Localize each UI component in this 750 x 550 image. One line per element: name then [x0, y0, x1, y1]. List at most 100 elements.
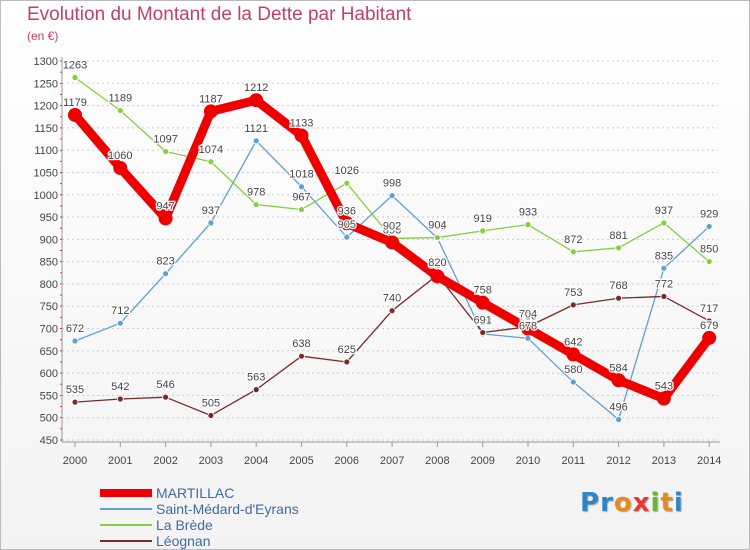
data-label: 768: [609, 280, 627, 292]
x-tick-label: 2004: [244, 455, 268, 467]
data-point: [569, 378, 577, 386]
data-point: [71, 398, 79, 406]
logo-letter: t: [660, 488, 674, 518]
data-point: [298, 206, 305, 213]
data-label: 1133: [290, 117, 314, 129]
data-label: 817: [428, 258, 446, 270]
data-point: [294, 128, 309, 143]
data-point: [611, 373, 626, 388]
data-point: [343, 358, 351, 366]
data-label: 542: [111, 381, 129, 393]
x-tick-label: 2001: [108, 455, 132, 467]
data-label: 823: [156, 256, 174, 268]
data-label: 1060: [108, 150, 132, 162]
data-point: [569, 248, 577, 256]
data-label: 1189: [108, 92, 132, 104]
data-point: [343, 179, 351, 187]
data-point: [430, 269, 445, 284]
y-tick-label: 850: [40, 257, 58, 269]
data-label: 700: [519, 311, 537, 323]
logo-letter: x: [632, 488, 651, 518]
y-tick-label: 600: [40, 368, 58, 380]
y-tick-label: 1200: [34, 101, 58, 113]
data-point: [385, 235, 400, 250]
data-point: [521, 321, 535, 336]
x-tick-label: 2005: [289, 455, 313, 467]
legend-label: La Brède: [156, 517, 213, 533]
data-label: 1074: [199, 144, 223, 156]
data-label: 947: [156, 200, 174, 212]
data-label: 691: [474, 315, 492, 327]
data-point: [71, 337, 79, 345]
data-label: 1018: [289, 169, 313, 181]
data-label: 496: [609, 401, 627, 413]
data-label: 505: [202, 397, 220, 409]
data-label: 929: [700, 208, 718, 220]
data-label: 850: [700, 244, 718, 256]
data-label: 978: [247, 187, 265, 199]
data-label: 625: [338, 344, 356, 356]
legend-swatch: [100, 508, 152, 510]
data-label: 893: [383, 224, 401, 236]
data-label: 688: [474, 316, 492, 328]
x-tick-label: 2000: [63, 455, 87, 467]
data-point: [162, 270, 170, 278]
legend-label: Saint-Médard-d'Eyrans: [156, 501, 299, 517]
data-point: [162, 393, 170, 401]
data-point: [388, 307, 396, 315]
data-label: 937: [202, 205, 220, 217]
data-label: 672: [66, 323, 84, 335]
data-label: 1026: [335, 165, 359, 177]
y-tick-label: 1150: [34, 123, 58, 135]
data-label: 1179: [63, 97, 87, 109]
data-point: [615, 294, 622, 302]
y-tick-label: 900: [40, 234, 58, 246]
data-point: [116, 395, 124, 403]
data-label: 712: [111, 305, 129, 317]
data-point: [68, 107, 82, 122]
data-point: [524, 221, 532, 229]
data-point: [158, 211, 173, 226]
data-point: [615, 244, 622, 252]
y-tick-label: 950: [40, 212, 58, 224]
x-tick-label: 2011: [561, 455, 585, 467]
data-point: [162, 148, 170, 155]
data-point: [207, 412, 215, 419]
x-tick-label: 2007: [380, 455, 404, 467]
data-point: [339, 216, 354, 231]
legend-swatch: [100, 524, 152, 526]
data-point: [207, 158, 215, 166]
data-point: [705, 258, 713, 266]
data-point: [433, 234, 441, 241]
data-point: [298, 352, 305, 360]
data-label: 642: [564, 336, 582, 348]
data-label: 835: [655, 250, 673, 262]
y-tick-label: 1100: [34, 145, 58, 157]
data-point: [660, 219, 668, 227]
data-point: [479, 227, 487, 235]
x-tick-label: 2002: [153, 455, 177, 467]
chart-unit-label: (en €): [27, 29, 59, 43]
data-point: [203, 104, 218, 119]
x-tick-label: 2010: [516, 455, 540, 467]
data-label: 1097: [153, 134, 177, 146]
data-label: 580: [564, 364, 582, 376]
data-label: 1187: [199, 93, 223, 105]
data-label: 937: [655, 205, 673, 217]
x-tick-label: 2014: [697, 455, 721, 467]
data-label: 638: [292, 338, 310, 350]
logo-letter: r: [600, 488, 614, 518]
x-tick-label: 2012: [606, 455, 630, 467]
x-tick-label: 2013: [652, 455, 676, 467]
data-label: 1121: [244, 123, 268, 135]
legend-swatch: [100, 489, 152, 497]
data-label: 936: [338, 205, 356, 217]
data-label: 903: [428, 220, 446, 232]
data-label: 740: [383, 293, 401, 305]
logo-letter: i: [673, 488, 684, 518]
data-point: [660, 264, 668, 272]
legend-swatch: [100, 540, 152, 542]
y-tick-label: 1000: [34, 190, 58, 202]
data-label: 905: [338, 219, 356, 231]
